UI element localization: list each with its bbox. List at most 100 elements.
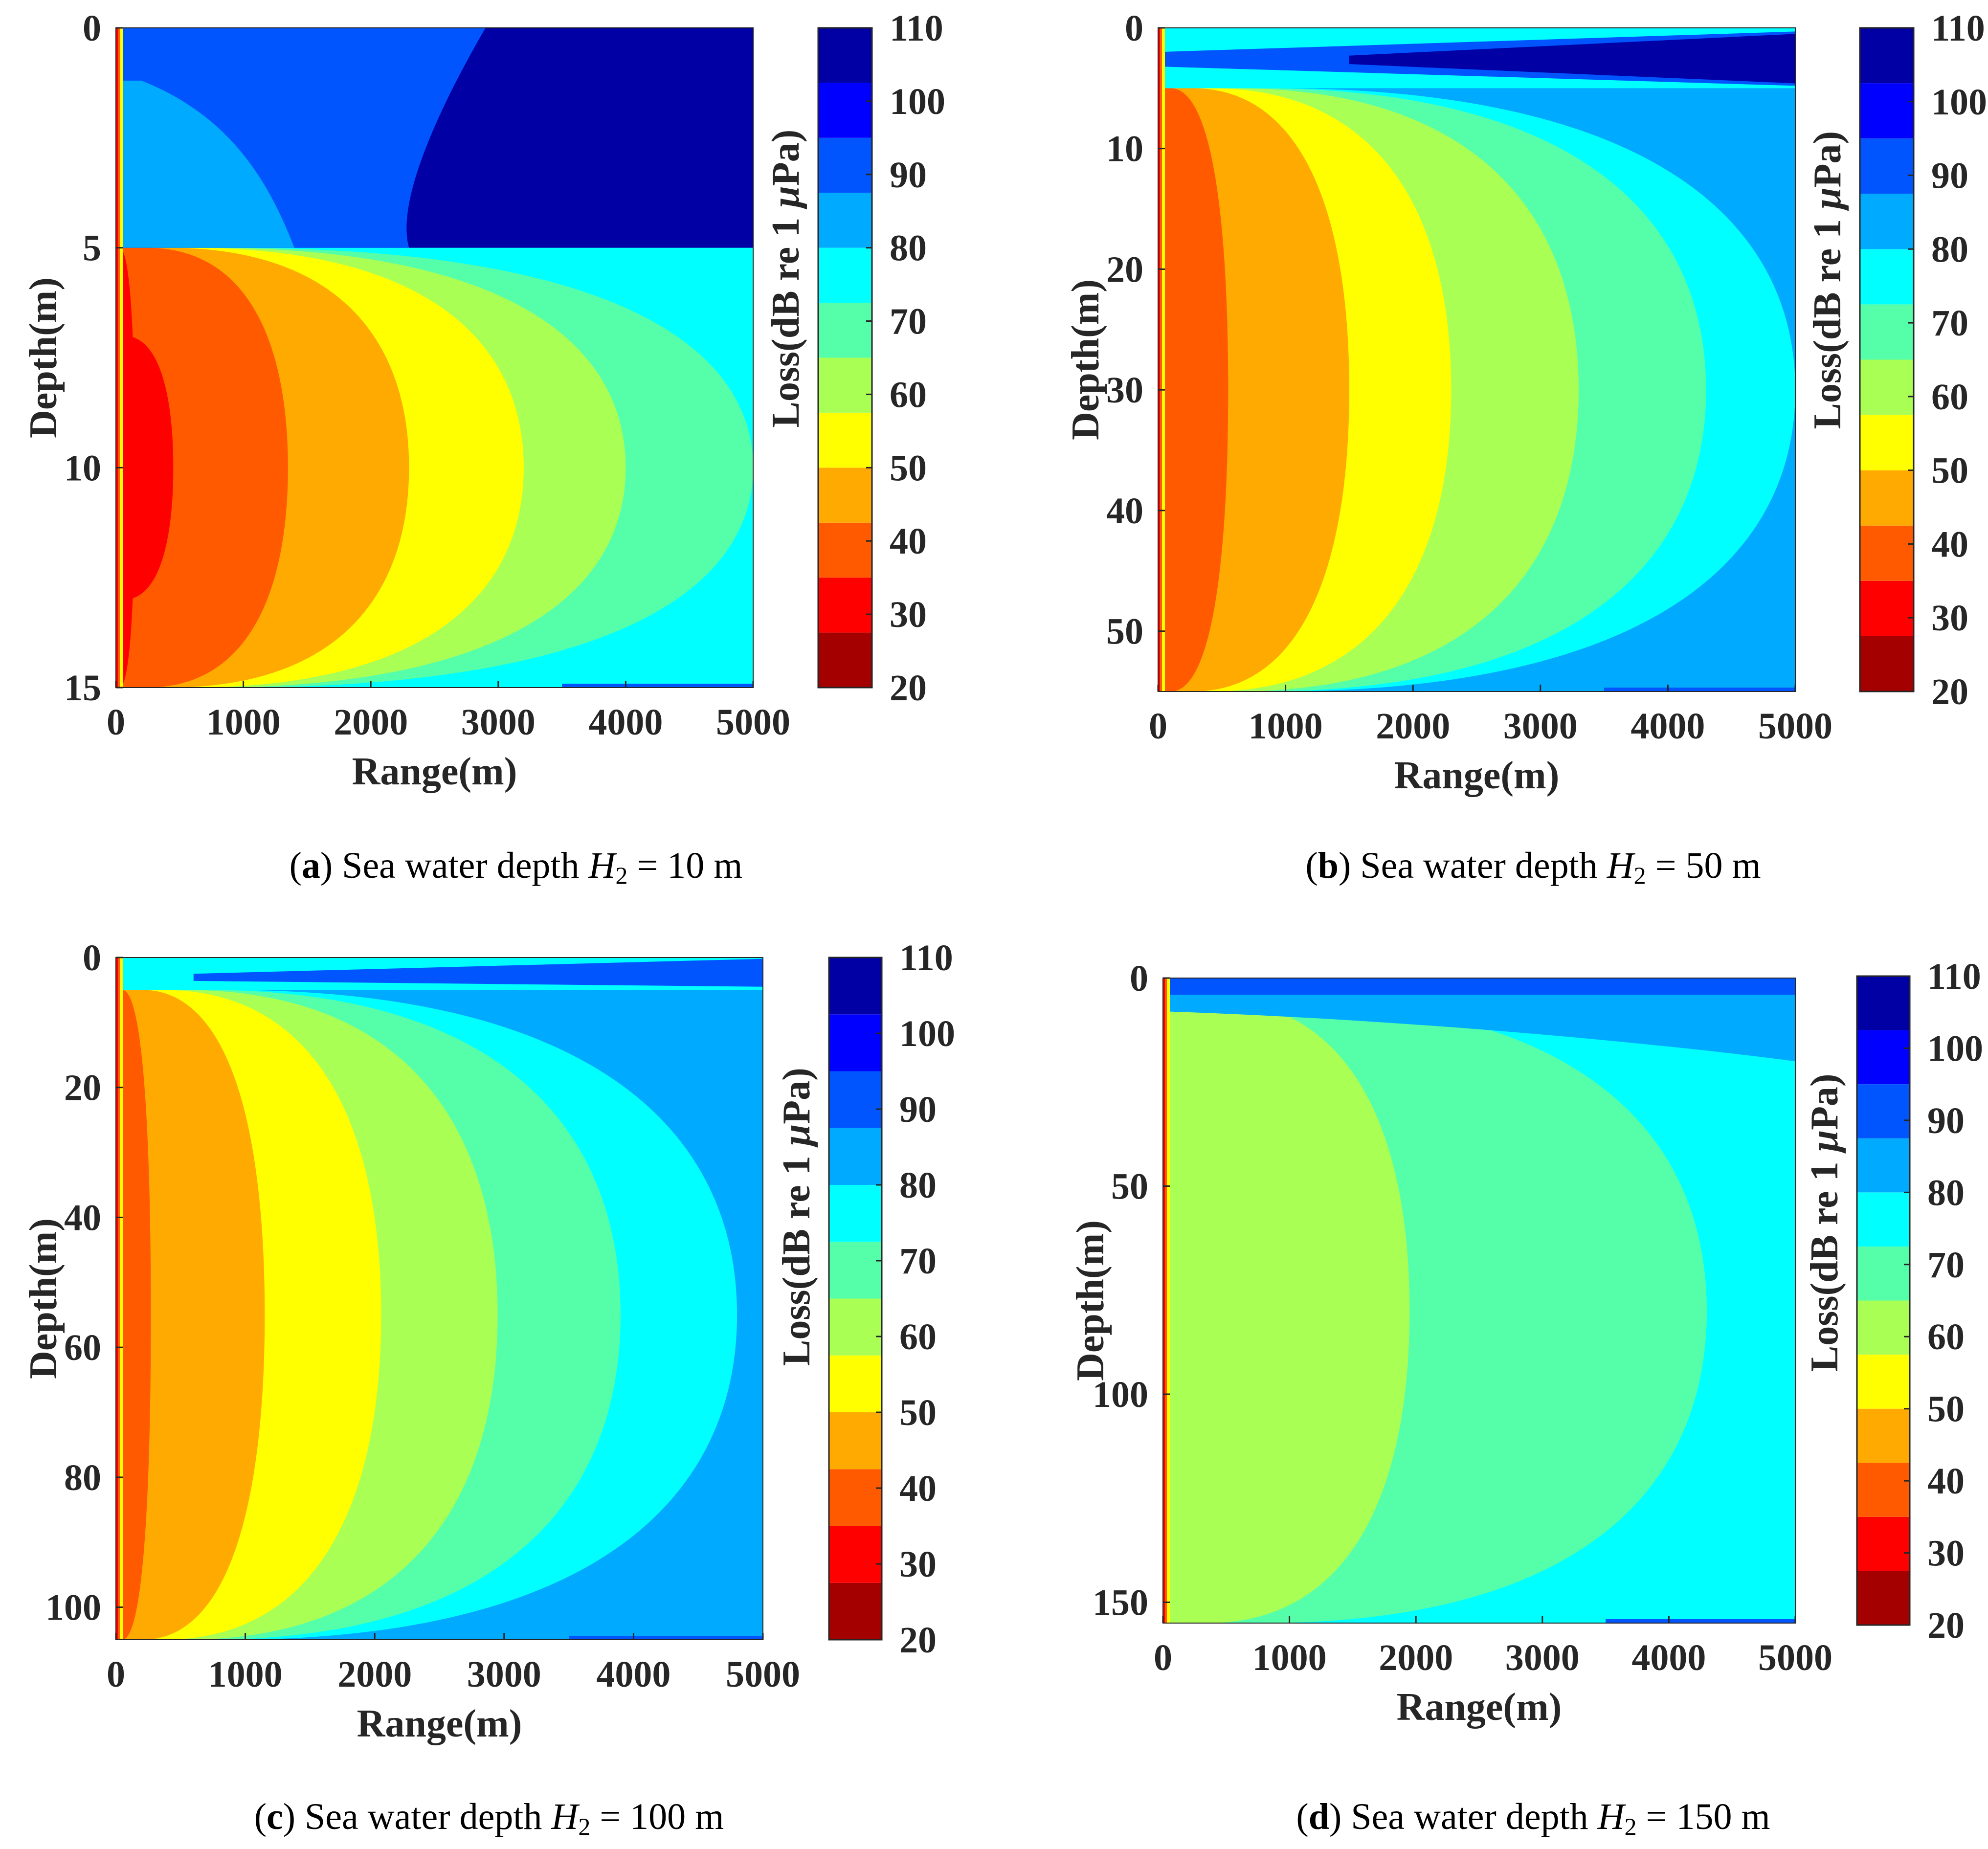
colorbar-segment <box>1860 636 1914 691</box>
colorbar-tick-label: 50 <box>1927 1389 1965 1430</box>
y-tick-label: 150 <box>1093 1582 1148 1623</box>
colorbar-tick-label: 70 <box>1931 303 1968 344</box>
panel-d: 0 1000 2000 3000 4000 5000 0 50 100 150 Range(m) De… <box>1069 956 1983 1840</box>
y-tick-label: 50 <box>1111 1166 1148 1207</box>
y-tick-label: 40 <box>1106 490 1143 532</box>
colorbar-segment <box>818 522 872 578</box>
colorbar-segment <box>1857 1300 1910 1355</box>
x-tick-label: 5000 <box>716 702 790 743</box>
surface-layer-near <box>116 80 294 248</box>
colorbar-tick-label: 40 <box>899 1468 937 1509</box>
colorbar-tick-label: 60 <box>1931 377 1968 418</box>
bottom-edge-band <box>1606 1619 1795 1623</box>
colorbar-label: Loss(dB re 1 μPa) <box>775 1068 818 1366</box>
colorbar-tick-label: 20 <box>1931 671 1968 713</box>
colorbar-segment <box>818 412 872 468</box>
colorbar-segment <box>1860 194 1914 249</box>
colorbar-tick-label: 100 <box>890 81 945 122</box>
colorbar-segment <box>1860 525 1914 581</box>
colorbar-segment <box>829 1469 882 1526</box>
panel-caption: (d) Sea water depth H2 = 150 m <box>1296 1796 1770 1840</box>
colorbar-segment <box>1860 359 1914 415</box>
bottom-edge-band <box>1604 688 1795 691</box>
colorbar-segment <box>1860 415 1914 470</box>
colorbar-tick-label: 60 <box>1927 1316 1965 1358</box>
x-axis-label: Range(m) <box>1394 754 1560 797</box>
colorbar-segment <box>1860 83 1914 139</box>
colorbar-tick-label: 110 <box>899 937 953 979</box>
x-axis-label: Range(m) <box>1397 1686 1562 1729</box>
x-tick-label: 5000 <box>1758 1637 1832 1678</box>
colorbar-frame <box>1856 975 1911 1626</box>
colorbar-segment <box>1860 304 1914 360</box>
colorbar-tick-label: 110 <box>1931 8 1985 49</box>
colorbar-tick-label: 30 <box>890 594 927 635</box>
colorbar-tick-label: 90 <box>890 155 927 196</box>
plot-frame <box>1162 978 1796 1624</box>
x-tick-label: 1000 <box>1252 1637 1327 1678</box>
colorbar-tick-label: 40 <box>1931 524 1968 565</box>
x-tick-label: 1000 <box>1249 706 1323 747</box>
x-axis-label: Range(m) <box>352 750 517 793</box>
bottom-edge-band <box>569 1636 763 1640</box>
colorbar-segment <box>829 1526 882 1583</box>
x-tick-label: 3000 <box>467 1654 541 1695</box>
colorbar-tick-label: 70 <box>890 301 927 342</box>
colorbar: 20 30 40 50 60 70 80 90 100 110 Loss(dB re 1 μPa) <box>775 937 955 1661</box>
panel-c: 0 1000 2000 3000 4000 5000 0 20 40 60 80 100 Range(m… <box>22 937 955 1840</box>
colorbar-tick-label: 110 <box>1927 956 1981 997</box>
colorbar-segment <box>1860 470 1914 526</box>
colorbar-tick-label: 80 <box>1931 229 1968 270</box>
y-tick-label: 80 <box>64 1457 101 1498</box>
colorbar-segment <box>1857 1408 1910 1463</box>
colorbar-segment <box>1857 1030 1910 1085</box>
colorbar-segment <box>818 303 872 358</box>
colorbar-label: Loss(dB re 1 μPa) <box>1806 131 1849 429</box>
contour-band-60db <box>1163 999 1410 1623</box>
colorbar-tick-label: 20 <box>1927 1605 1965 1646</box>
colorbar-segment <box>818 247 872 303</box>
x-tick-label: 3000 <box>1503 706 1578 747</box>
near-field-strip-inner <box>1158 28 1160 691</box>
x-tick-label: 1000 <box>206 702 281 743</box>
colorbar-tick-label: 60 <box>899 1316 937 1358</box>
colorbar-tick-label: 20 <box>890 668 927 709</box>
colorbar-tick-label: 100 <box>1931 82 1987 123</box>
near-field-strip-inner <box>1163 978 1165 1623</box>
x-tick-label: 4000 <box>1631 1637 1706 1678</box>
contour-band-40db <box>116 247 288 688</box>
y-tick-label: 50 <box>1106 611 1143 652</box>
colorbar-tick-label: 60 <box>890 374 927 415</box>
x-tick-label: 3000 <box>1505 1637 1580 1678</box>
colorbar-tick-label: 50 <box>899 1392 937 1433</box>
x-tick-label: 1000 <box>208 1654 283 1695</box>
plot-area <box>116 958 763 1640</box>
y-tick-label: 0 <box>83 937 101 979</box>
plot-area <box>1158 28 1795 691</box>
panel-caption: (a) Sea water depth H2 = 10 m <box>290 845 743 889</box>
x-tick-label: 4000 <box>588 702 663 743</box>
x-tick-label: 2000 <box>1379 1637 1453 1678</box>
colorbar-frame <box>817 27 873 689</box>
colorbar-segment <box>818 468 872 523</box>
surface-layer-deep <box>193 958 763 987</box>
colorbar-segment <box>1857 1571 1910 1625</box>
y-axis-label: Depth(m) <box>1064 279 1107 440</box>
colorbar-tick-label: 30 <box>1931 598 1968 639</box>
colorbar-tick-label: 110 <box>890 8 943 49</box>
colorbar-segment <box>829 1128 882 1185</box>
colorbar-segment <box>818 193 872 248</box>
colorbar-tick-label: 80 <box>899 1165 937 1206</box>
y-tick-label: 10 <box>1106 129 1143 170</box>
y-tick-label: 100 <box>1093 1374 1148 1415</box>
colorbar-segment <box>818 137 872 193</box>
colorbar-segment <box>829 1355 882 1412</box>
colorbar-segment <box>1860 249 1914 305</box>
colorbar-tick-label: 40 <box>890 521 927 562</box>
y-tick-label: 0 <box>83 8 101 49</box>
near-field-strip-inner <box>116 958 118 1640</box>
bottom-edge-band <box>562 684 753 688</box>
colorbar-tick-label: 20 <box>899 1620 937 1661</box>
plot-frame <box>115 957 763 1640</box>
